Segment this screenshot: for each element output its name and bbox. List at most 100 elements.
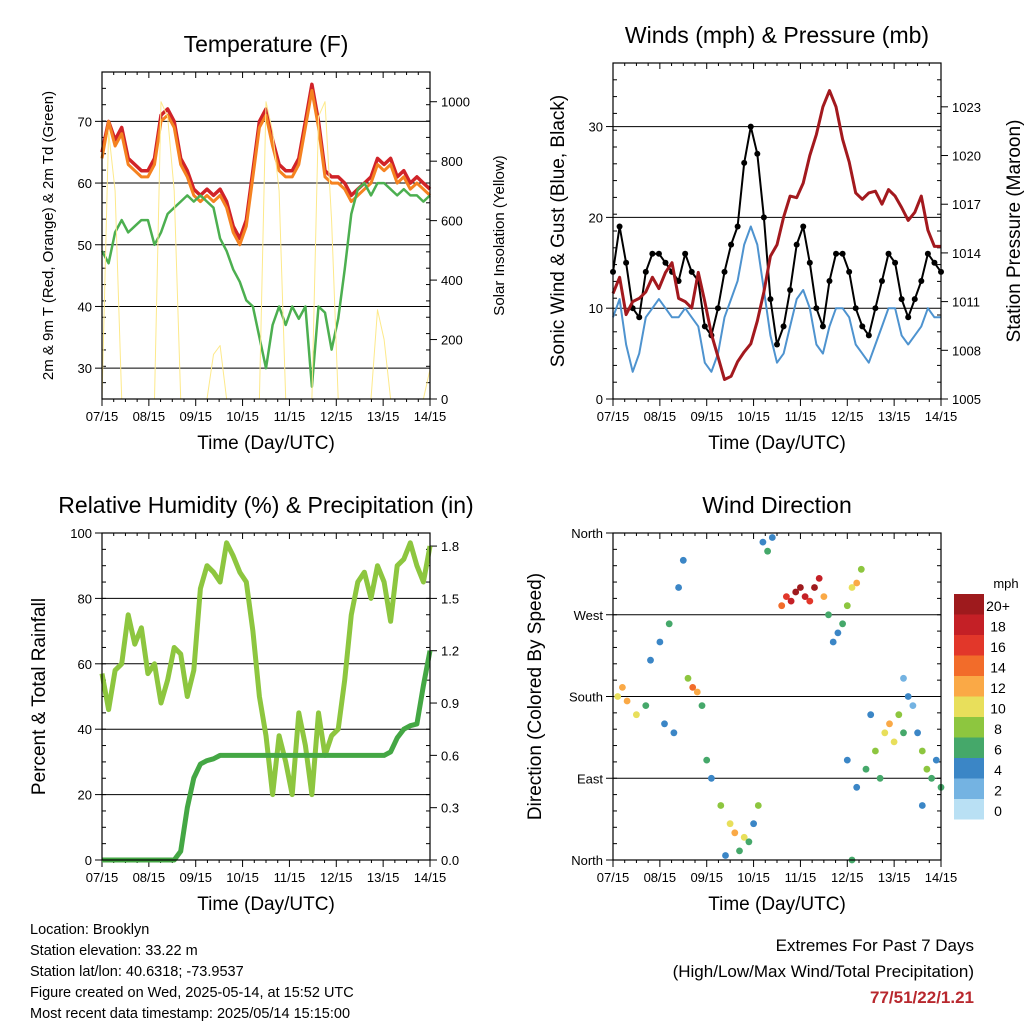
x-tick-label: 10/15 — [737, 409, 770, 424]
direction-point — [665, 620, 673, 628]
gust-point — [839, 250, 846, 257]
gust-point — [833, 250, 840, 257]
y2-tick-label: 1023 — [952, 100, 981, 115]
legend-label: 14 — [990, 660, 1006, 676]
extremes-box: Extremes For Past 7 Days (High/Low/Max W… — [673, 933, 974, 1011]
y-tick-label: North — [571, 853, 603, 868]
panel-title: Relative Humidity (%) & Precipitation (i… — [58, 492, 473, 518]
x-tick-label: 12/15 — [831, 409, 864, 424]
gust-point — [898, 296, 905, 303]
x-axis-label: Time (Day/UTC) — [197, 894, 335, 915]
y2-tick-label: 0 — [441, 392, 448, 407]
x-tick-label: 13/15 — [878, 870, 911, 885]
direction-point — [797, 584, 804, 591]
direction-point — [867, 711, 875, 719]
y2-tick-label: 1020 — [952, 149, 981, 164]
gust-point — [918, 277, 925, 284]
gust-point — [682, 250, 689, 257]
y-tick-label: 40 — [78, 722, 92, 737]
direction-point — [656, 638, 664, 646]
direction-point — [886, 720, 893, 728]
legend-swatch — [954, 799, 984, 820]
legend-label: 10 — [990, 701, 1006, 717]
direction-point — [918, 747, 926, 755]
gust-point — [688, 268, 695, 275]
gust-point — [846, 268, 853, 275]
series-line-0 — [99, 540, 433, 798]
gust-point — [655, 250, 662, 257]
direction-point — [895, 711, 903, 719]
direction-point — [708, 774, 715, 782]
station-latlon: Station lat/lon: 40.6318; -73.9537 — [30, 964, 244, 980]
y2-tick-label: 400 — [441, 273, 463, 288]
y-tick-label: 40 — [78, 299, 92, 314]
x-tick-label: 12/15 — [320, 870, 353, 885]
gust-point — [885, 250, 892, 257]
direction-point — [923, 765, 931, 773]
direction-point — [778, 602, 786, 610]
direction-point — [726, 820, 734, 828]
direction-point — [703, 756, 711, 764]
x-axis-label: Time (Day/UTC) — [708, 433, 846, 454]
legend-title: mph — [993, 576, 1018, 591]
direction-point — [679, 556, 687, 564]
x-axis-label: Time (Day/UTC) — [708, 894, 846, 915]
y-tick-label: 100 — [70, 526, 92, 541]
legend-label: 4 — [994, 762, 1002, 778]
direction-point — [928, 774, 935, 782]
gust-point — [767, 296, 774, 303]
legend-swatch — [954, 778, 984, 799]
gust-point — [721, 268, 728, 275]
direction-point — [839, 620, 846, 628]
direction-point — [853, 783, 861, 791]
gust-point — [636, 314, 643, 321]
legend-label: 20+ — [986, 598, 1010, 614]
direction-point — [876, 774, 884, 782]
direction-point — [909, 702, 917, 709]
x-tick-label: 11/15 — [274, 409, 306, 424]
y2-axis-label: Solar Insolation (Yellow) — [491, 155, 508, 315]
direction-point — [614, 693, 622, 700]
direction-point — [932, 756, 940, 764]
y-tick-label: 50 — [78, 238, 92, 253]
y2-axis-label: Station Pressure (Maroon) — [1004, 120, 1024, 343]
x-tick-label: 11/15 — [274, 870, 306, 885]
x-tick-label: 14/15 — [414, 409, 447, 424]
y2-tick-label: 600 — [441, 214, 463, 229]
legend-swatch — [954, 655, 984, 676]
gust-point — [859, 323, 866, 330]
legend-swatch — [954, 758, 984, 779]
legend-swatch — [954, 737, 984, 758]
direction-point — [633, 711, 640, 719]
direction-point — [834, 629, 842, 637]
gust-point — [616, 223, 623, 230]
direction-point — [661, 720, 668, 728]
gust-point — [774, 341, 780, 348]
y2-tick-label: 0.0 — [441, 853, 459, 868]
legend-label: 6 — [994, 742, 1002, 758]
legend-label: 2 — [994, 783, 1002, 799]
gust-point — [819, 323, 826, 330]
direction-point — [684, 674, 692, 682]
x-tick-label: 08/15 — [644, 870, 677, 885]
gust-point — [826, 277, 833, 284]
y-axis-label: Percent & Total Rainfall — [29, 598, 50, 795]
gust-point — [714, 305, 721, 312]
extremes-subtitle: (High/Low/Max Wind/Total Precipitation) — [672, 962, 974, 981]
y-tick-label: 20 — [78, 788, 92, 803]
figure-created: Figure created on Wed, 2025-05-14, at 15… — [30, 985, 354, 1001]
direction-point — [642, 702, 650, 709]
gust-point — [642, 268, 649, 275]
direction-point — [670, 729, 678, 737]
x-tick-label: 09/15 — [690, 870, 723, 885]
gust-point — [892, 259, 899, 266]
y2-tick-label: 800 — [441, 154, 463, 169]
direction-point — [750, 820, 757, 828]
x-tick-label: 09/15 — [690, 409, 723, 424]
direction-point — [783, 593, 790, 600]
gust-point — [760, 214, 767, 221]
plot-frame — [101, 532, 431, 861]
gust-point — [701, 323, 708, 330]
direction-point — [862, 765, 870, 773]
